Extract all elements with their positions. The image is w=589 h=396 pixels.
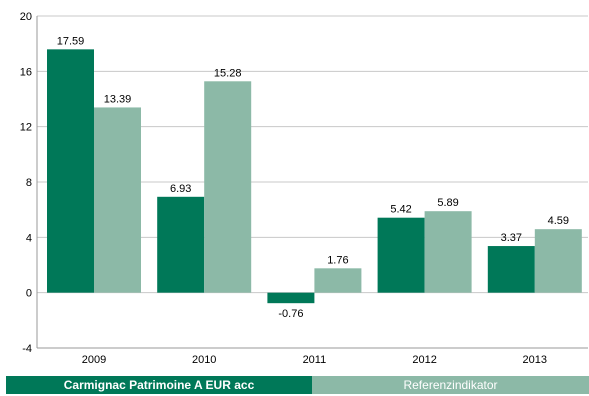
bar-referenzindikator <box>204 81 252 293</box>
bar-chart: -4 0 4 8 12 16 20 17.59 13.39 2009 6.93 15.28 2010 -0… <box>20 11 588 366</box>
data-label: -0.76 <box>278 308 303 320</box>
data-label: 17.59 <box>57 35 85 47</box>
legend-item-carmignac: Carmignac Patrimoine A EUR acc <box>6 376 312 394</box>
bar-referenzindikator <box>534 229 582 293</box>
x-tick-label: 2013 <box>523 354 547 366</box>
y-tick-label: 4 <box>26 232 32 244</box>
x-tick-label: 2012 <box>412 354 436 366</box>
data-label: 15.28 <box>214 67 242 79</box>
bar-referenzindikator <box>424 211 472 293</box>
legend: Carmignac Patrimoine A EUR acc Referenzi… <box>6 376 589 394</box>
legend-item-referenzindikator: Referenzindikator <box>312 376 589 394</box>
bar-carmignac <box>47 49 94 293</box>
data-label: 5.42 <box>390 204 411 216</box>
bar-referenzindikator <box>314 268 362 293</box>
y-tick-label: 20 <box>20 11 32 23</box>
data-label: 13.39 <box>104 93 132 105</box>
bar-carmignac <box>487 246 535 293</box>
data-label: 3.37 <box>501 232 522 244</box>
bar-carmignac <box>267 292 315 304</box>
y-tick-label: -4 <box>22 343 32 355</box>
y-tick-label: 16 <box>20 66 32 78</box>
bar-carmignac <box>157 196 205 293</box>
bar-referenzindikator <box>94 107 141 293</box>
y-tick-label: 0 <box>26 288 32 300</box>
x-tick-label: 2010 <box>192 354 216 366</box>
y-tick-label: 8 <box>26 177 32 189</box>
bar-carmignac <box>377 217 425 293</box>
x-tick-label: 2011 <box>303 354 327 366</box>
data-label: 1.76 <box>327 254 348 266</box>
data-label: 6.93 <box>170 183 191 195</box>
data-label: 4.59 <box>548 215 569 227</box>
x-tick-label: 2009 <box>82 354 106 366</box>
y-tick-label: 12 <box>20 122 32 134</box>
data-label: 5.89 <box>437 197 458 209</box>
